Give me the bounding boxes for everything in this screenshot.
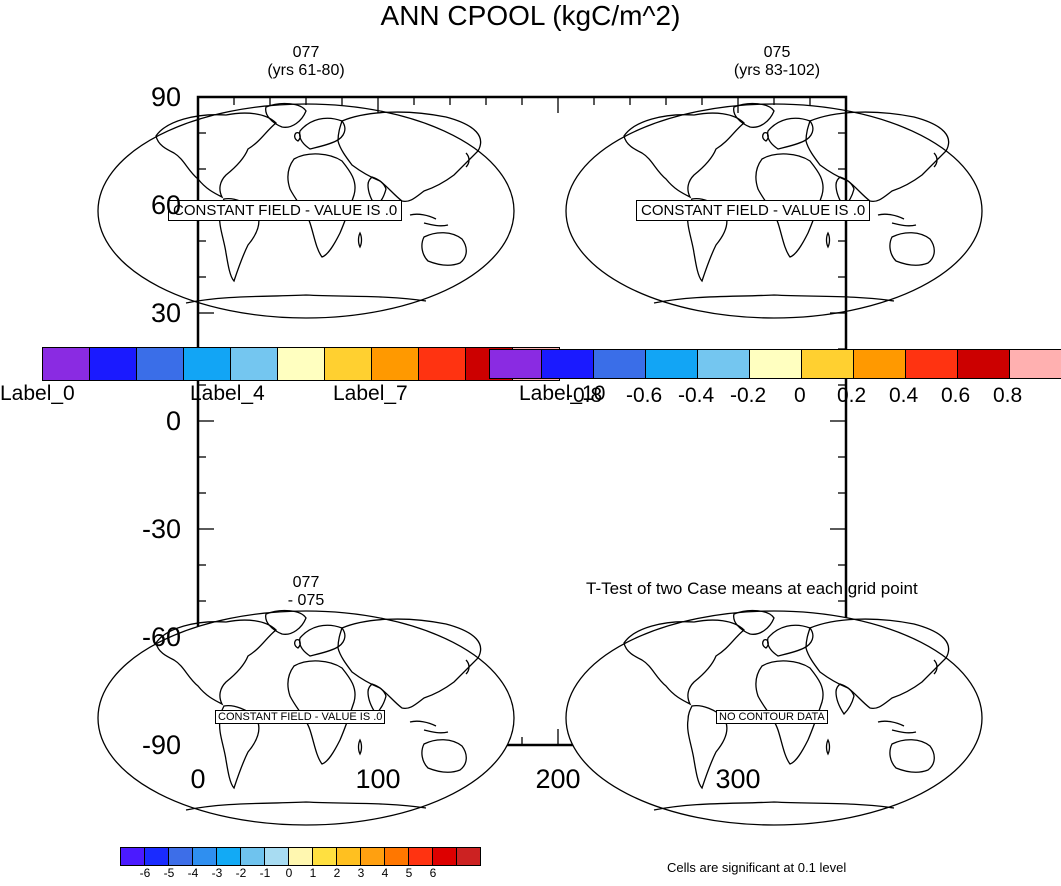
colorbar-bottom-label: -4 xyxy=(187,866,199,880)
main-title: ANN CPOOL (kgC/m^2) xyxy=(380,0,681,31)
bottom-left-line2: - 075 xyxy=(287,592,325,609)
colorbar-bottom-label: 6 xyxy=(429,866,437,880)
colorbar-bottom-label: 3 xyxy=(357,866,365,880)
colorbar-swatch xyxy=(136,347,184,381)
colorbar-swatch xyxy=(593,349,646,379)
colorbar-right-label: 0.8 xyxy=(993,384,1023,407)
colorbar-swatch xyxy=(801,349,854,379)
colorbar-swatch xyxy=(371,347,419,381)
y-tick-label: 0 xyxy=(165,406,181,436)
x-tick-label: 200 xyxy=(535,764,581,794)
colorbar-swatch xyxy=(957,349,1010,379)
top-right-case: 075 xyxy=(763,44,791,61)
colorbar-swatch xyxy=(144,847,169,866)
colorbar-swatch xyxy=(288,847,313,866)
bottom-right-message: NO CONTOUR DATA xyxy=(716,710,828,724)
colorbar-swatch xyxy=(408,847,433,866)
top-left-case: 077 xyxy=(292,44,320,61)
bottom-left-message: CONSTANT FIELD - VALUE IS .0 xyxy=(215,710,386,724)
colorbar-left xyxy=(42,347,560,381)
colorbar-bottom-label: 0 xyxy=(285,866,293,880)
colorbar-left-label: Label_4 xyxy=(190,382,265,405)
colorbar-left-label: Label_0 xyxy=(0,382,75,405)
colorbar-swatch xyxy=(89,347,137,381)
colorbar-swatch xyxy=(168,847,193,866)
y-tick-label: -90 xyxy=(141,730,181,760)
colorbar-swatch xyxy=(324,347,372,381)
colorbar-swatch xyxy=(645,349,698,379)
colorbar-swatch xyxy=(192,847,217,866)
colorbar-swatch xyxy=(120,847,145,866)
y-tick-label: -30 xyxy=(141,514,181,544)
colorbar-bottom-label: 4 xyxy=(381,866,389,880)
colorbar-swatch xyxy=(1009,349,1061,379)
colorbar-bottom xyxy=(120,847,481,866)
colorbar-swatch xyxy=(240,847,265,866)
colorbar-right-label: 0.6 xyxy=(941,384,971,407)
colorbar-bottom-label: -6 xyxy=(139,866,151,880)
colorbar-swatch xyxy=(183,347,231,381)
colorbar-swatch xyxy=(42,347,90,381)
colorbar-swatch xyxy=(456,847,481,866)
colorbar-left-label: Label_10 xyxy=(519,382,606,405)
colorbar-left-label: Label_7 xyxy=(333,382,408,405)
y-tick-label: 60 xyxy=(150,190,181,220)
colorbar-right-label: 0.4 xyxy=(889,384,919,407)
top-right-years: (yrs 83-102) xyxy=(733,62,821,79)
colorbar-swatch xyxy=(489,349,542,379)
colorbar-right-label: -0.6 xyxy=(626,384,663,407)
colorbar-swatch xyxy=(336,847,361,866)
colorbar-swatch xyxy=(216,847,241,866)
colorbar-right-label: -0.4 xyxy=(678,384,715,407)
colorbar-bottom-label: -5 xyxy=(163,866,175,880)
colorbar-swatch xyxy=(697,349,750,379)
significance-footnote: Cells are significant at 0.1 level xyxy=(667,860,847,875)
top-right-message: CONSTANT FIELD - VALUE IS .0 xyxy=(636,200,871,221)
bottom-left-line1: 077 xyxy=(292,574,320,591)
colorbar-bottom-label: 1 xyxy=(309,866,317,880)
colorbar-bottom-label: 5 xyxy=(405,866,413,880)
colorbar-right-label: -0.8 xyxy=(566,384,603,407)
colorbar-bottom-label: -2 xyxy=(235,866,247,880)
colorbar-swatch xyxy=(432,847,457,866)
colorbar-swatch xyxy=(360,847,385,866)
colorbar-right-label: -0.2 xyxy=(730,384,767,407)
top-left-message: CONSTANT FIELD - VALUE IS .0 xyxy=(168,200,403,221)
colorbar-swatch xyxy=(853,349,906,379)
colorbar-right xyxy=(489,349,1061,379)
colorbar-swatch xyxy=(230,347,278,381)
x-tick-label: 100 xyxy=(355,764,401,794)
y-tick-label: 90 xyxy=(150,82,181,112)
x-tick-label: 300 xyxy=(715,764,761,794)
colorbar-right-label: 0.2 xyxy=(837,384,867,407)
colorbar-right-label: 0 xyxy=(794,384,806,407)
colorbar-swatch xyxy=(541,349,594,379)
top-left-years: (yrs 61-80) xyxy=(267,62,345,79)
y-tick-label: 30 xyxy=(150,298,181,328)
ttest-title: T-Test of two Case means at each grid po… xyxy=(586,579,918,598)
colorbar-swatch xyxy=(418,347,466,381)
colorbar-bottom-label: -1 xyxy=(259,866,271,880)
colorbar-swatch xyxy=(264,847,289,866)
x-tick-label: 0 xyxy=(190,764,206,794)
colorbar-swatch xyxy=(312,847,337,866)
colorbar-swatch xyxy=(749,349,802,379)
colorbar-bottom-label: 2 xyxy=(333,866,341,880)
colorbar-swatch xyxy=(905,349,958,379)
colorbar-swatch xyxy=(277,347,325,381)
colorbar-swatch xyxy=(384,847,409,866)
colorbar-bottom-label: -3 xyxy=(211,866,223,880)
y-tick-label: -60 xyxy=(141,622,181,652)
